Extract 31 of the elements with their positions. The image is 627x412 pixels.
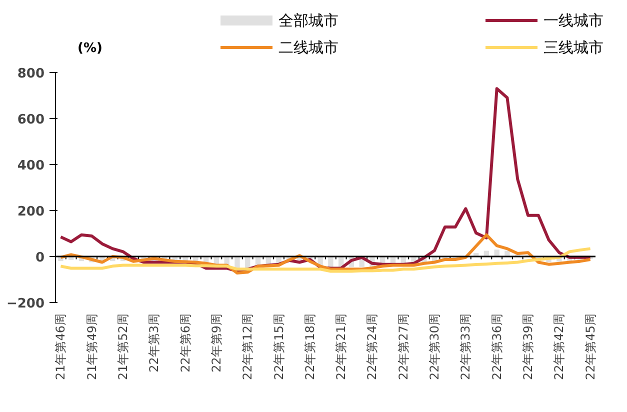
x-tick-label: 22年第27周: [396, 313, 410, 380]
line-series: [59, 247, 592, 273]
y-tick-label: −200: [6, 296, 44, 312]
x-tick-label: 22年第45周: [583, 313, 598, 380]
x-tick-label: 22年第36周: [490, 313, 504, 380]
y-axis-title: (%): [78, 41, 102, 56]
y-tick-label: 800: [17, 66, 45, 82]
y-tick-label: 600: [17, 112, 45, 128]
x-tick-label: 22年第9周: [209, 314, 224, 372]
x-tick-label: 22年第24周: [365, 313, 380, 380]
x-tick-label: 21年第49周: [84, 313, 99, 380]
legend-label: 全部城市: [278, 12, 338, 30]
x-tick-label: 22年第15周: [272, 313, 286, 380]
y-tick-label: 0: [35, 250, 44, 266]
legend-label: 二线城市: [278, 38, 338, 56]
legend-label: 一线城市: [544, 12, 604, 30]
legend-label: 三线城市: [544, 38, 604, 56]
x-tick-label: 22年第3周: [147, 314, 162, 372]
x-tick-label: 22年第6周: [178, 314, 192, 372]
x-tick-label: 22年第30周: [428, 313, 442, 380]
y-tick-label: 400: [17, 158, 45, 174]
x-tick-label: 21年第52周: [116, 313, 130, 380]
x-tick-label: 22年第42周: [552, 313, 566, 380]
x-tick-label: 21年第46周: [54, 313, 68, 380]
x-tick-label: 22年第18周: [302, 313, 317, 380]
x-tick-label: 22年第39周: [521, 313, 535, 380]
bar: [494, 250, 500, 256]
x-tick-label: 22年第33周: [458, 313, 473, 380]
x-tick-label: 22年第12周: [240, 313, 255, 380]
y-tick-label: 200: [17, 204, 45, 220]
x-tick-label: 22年第21周: [334, 313, 348, 380]
